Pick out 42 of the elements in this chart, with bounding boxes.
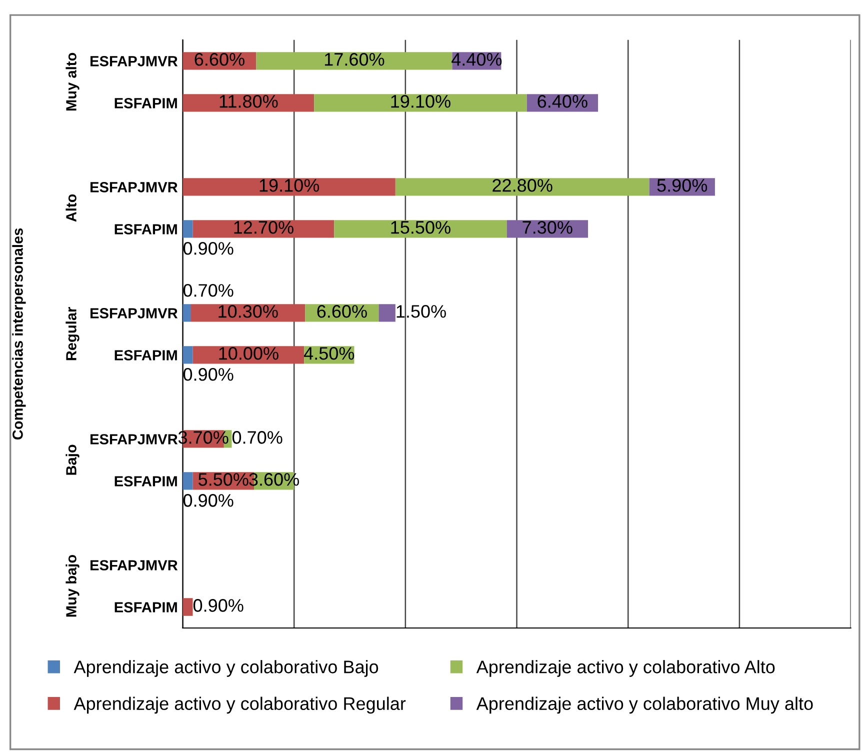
text: Muy alto [66,52,80,111]
data-label: 22.80% [492,178,552,192]
text: Muy bajo [66,554,80,617]
legend-label: Aprendizaje activo y colaborativo Bajo [74,660,378,677]
data-label: 19.10% [391,94,450,108]
data-label: 15.50% [391,221,450,234]
data-label: 17.60% [324,52,384,66]
data-label: 0.90% [183,494,234,507]
data-label: 12.70% [234,221,294,234]
data-label: 0.70% [232,431,282,444]
y-tick-label: ESFAPJMVR [90,308,178,318]
y-tick-label: ESFAPJMVR [90,182,178,192]
y-tick-label: ESFAPIM [114,224,177,234]
text: Alto [66,194,76,222]
data-label: 10.00% [219,347,278,360]
legend-label: Aprendizaje activo y colaborativo Regular [74,696,406,714]
legend-label: Aprendizaje activo y colaborativo Muy alto [476,696,813,714]
y-tick-label: ESFAPJMVR [90,56,178,66]
data-label: 5.90% [657,178,708,192]
data-label: 7.30% [522,221,572,234]
legend-label: Aprendizaje activo y colaborativo Alto [476,660,775,677]
y-tick-label: ESFAPIM [114,476,177,486]
text: Regular [66,307,80,360]
text: Bajo [66,444,80,475]
data-label: 0.70% [183,284,234,297]
data-label: 0.90% [193,599,244,612]
data-label: 11.80% [220,94,278,108]
y-tick-label: ESFAPJMVR [90,434,178,444]
data-label: 6.40% [538,94,588,108]
data-label: 0.90% [183,242,234,255]
data-label: 4.50% [304,347,354,360]
y-tick-label: ESFAPIM [114,602,177,612]
data-label: 5.50% [198,473,248,486]
y-tick-label: ESFAPIM [114,98,177,108]
data-label: 0.90% [183,368,234,381]
data-label: 19.10% [260,178,320,192]
data-label: 6.60% [194,52,244,66]
data-label: 6.60% [317,305,367,318]
y-tick-label: ESFAPIM [114,350,177,360]
data-label: 10.30% [218,305,278,318]
y-tick-label: ESFAPJMVR [90,560,178,570]
y-axis-title: Competencias interpersonales [12,228,26,440]
